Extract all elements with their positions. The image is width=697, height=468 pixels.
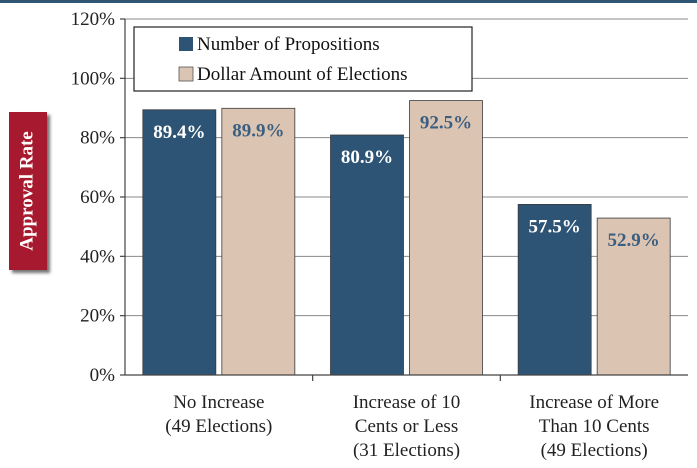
bar-propositions-0	[142, 109, 217, 376]
category-label: Cents or Less	[355, 416, 458, 437]
y-axis-label: Approval Rate	[17, 131, 38, 251]
y-tick-label: 20%	[80, 306, 115, 327]
category-label: (49 Elections)	[165, 416, 272, 437]
y-axis-label-box: Approval Rate	[9, 112, 47, 270]
category-label: No Increase	[173, 392, 264, 413]
data-label: 52.9%	[608, 230, 660, 251]
legend: Number of Propositions Dollar Amount of …	[133, 26, 473, 92]
data-label: 57.5%	[529, 216, 581, 237]
y-tick-label: 100%	[71, 68, 116, 89]
ticks: 0% 20% 40% 60% 80% 100% 120%	[71, 9, 501, 386]
bars	[142, 100, 671, 376]
legend-swatch-dollar-amount	[178, 66, 194, 82]
category-label: Increase of More	[529, 392, 659, 413]
top-rule	[0, 0, 697, 3]
bar-dollar-amount-2	[596, 217, 671, 376]
bar-dollar-amount-0	[221, 107, 296, 376]
category-label: (49 Elections)	[541, 440, 648, 461]
category-label: Increase of 10	[353, 392, 461, 413]
legend-label-propositions: Number of Propositions	[197, 34, 380, 55]
bar-propositions-2	[517, 204, 592, 376]
data-label: 92.5%	[420, 113, 472, 134]
legend-label-dollar-amount: Dollar Amount of Elections	[197, 64, 408, 85]
y-tick-label: 60%	[80, 187, 115, 208]
data-label: 89.4%	[153, 122, 205, 143]
category-label: Than 10 Cents	[539, 416, 650, 437]
data-labels: 89.4% 89.9% 80.9% 92.5% 57.5% 52.9%	[153, 113, 660, 251]
y-tick-label: 120%	[71, 9, 116, 30]
y-tick-label: 40%	[80, 246, 115, 267]
category-label: (31 Elections)	[353, 440, 460, 461]
bar-dollar-amount-1	[409, 100, 483, 376]
category-labels: No Increase (49 Elections) Increase of 10 C…	[165, 392, 659, 461]
y-tick-label: 0%	[90, 365, 116, 386]
data-label: 80.9%	[341, 147, 393, 168]
y-tick-label: 80%	[80, 128, 115, 149]
legend-swatch-propositions	[179, 37, 193, 51]
data-label: 89.9%	[232, 120, 284, 141]
bar-propositions-1	[330, 134, 404, 376]
